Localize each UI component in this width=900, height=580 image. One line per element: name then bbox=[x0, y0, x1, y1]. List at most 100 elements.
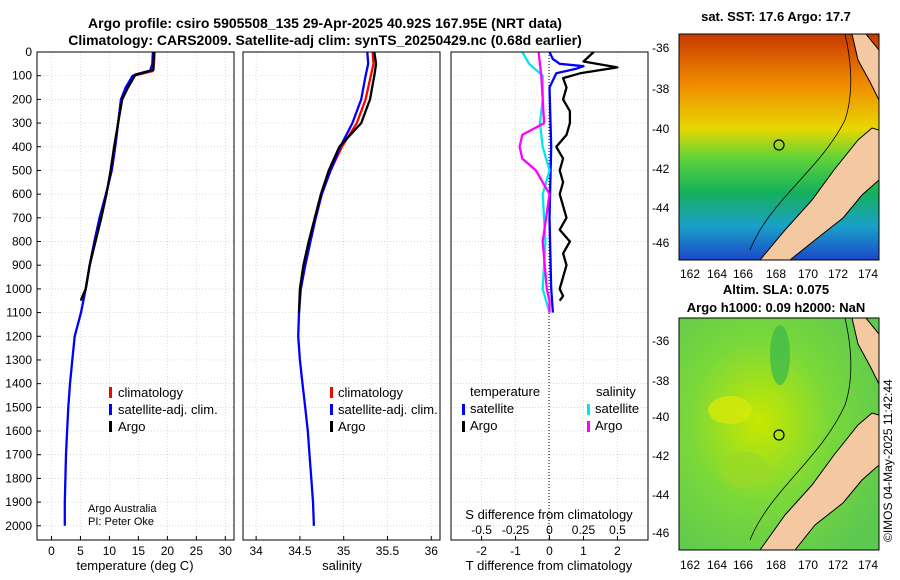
y-tick-label: 200 bbox=[12, 92, 32, 106]
lat-tick: -42 bbox=[652, 162, 670, 176]
legend-swatch-sat-sal bbox=[587, 404, 590, 415]
sst-map: -36 -38 -40 -42 -44 -46 162 164 166 168 … bbox=[652, 33, 880, 281]
lat-tick: -36 bbox=[652, 334, 670, 348]
argo-float-marker bbox=[773, 429, 785, 441]
sla-anomaly-patch bbox=[770, 325, 790, 385]
series-line-satellite-adj-clim- bbox=[297, 51, 370, 526]
legend-swatch-argo-temp bbox=[462, 421, 465, 432]
lon-tick: 172 bbox=[828, 267, 848, 281]
sla-lon-ticks: 162 164 166 168 170 172 174 bbox=[680, 558, 878, 572]
sst-field bbox=[679, 34, 879, 260]
difference-lines bbox=[518, 51, 619, 313]
difference-legend: temperature salinity satellite Argo sate… bbox=[462, 384, 639, 433]
lat-tick: -42 bbox=[652, 449, 670, 463]
legend-swatch-climatology bbox=[109, 387, 112, 398]
s-tick-label: -0.25 bbox=[502, 523, 530, 537]
y-tick-label: 700 bbox=[12, 211, 32, 225]
lat-tick: -36 bbox=[652, 41, 670, 55]
sla-map-frame bbox=[678, 317, 880, 551]
legend-swatch-argo-sal bbox=[587, 421, 590, 432]
depth-y-ticks: 0 100 200 300 400 500 600 700 800 900 1000 1100 1200… bbox=[5, 45, 41, 533]
s-tick-label: 0.5 bbox=[609, 523, 626, 537]
x-tick-label: 34 bbox=[249, 544, 263, 558]
legend-swatch-satellite-adj bbox=[330, 404, 333, 415]
sla-map-title-line1: Altim. SLA: 0.075 bbox=[722, 282, 830, 297]
legend-swatch-climatology bbox=[330, 387, 333, 398]
s-difference-ticks: -0.5 -0.25 0 0.25 0.5 bbox=[471, 523, 626, 537]
y-tick-label: 1200 bbox=[5, 329, 32, 343]
salinity-legend: climatology satellite-adj. clim. Argo bbox=[330, 385, 438, 434]
salinity-x-ticks: 34 34.5 35 35.5 36 bbox=[249, 536, 438, 558]
y-tick-label: 1800 bbox=[5, 471, 32, 485]
difference-axes: -2 -1 0 1 2 -0.5 -0.25 0 0.25 0.5 T difference f… bbox=[450, 51, 649, 573]
lat-tick: -46 bbox=[652, 526, 670, 540]
legend-swatch-argo bbox=[330, 421, 333, 432]
y-tick-label: 800 bbox=[12, 235, 32, 249]
lat-tick: -38 bbox=[652, 374, 670, 388]
x-tick-label: 0 bbox=[48, 544, 55, 558]
lat-tick: -44 bbox=[652, 201, 670, 215]
temperature-frame bbox=[36, 51, 235, 541]
legend-swatch-sat-temp bbox=[462, 404, 465, 415]
land-north-island bbox=[851, 318, 879, 385]
series-line-satellite-temperature bbox=[548, 51, 585, 313]
legend-label-sat-sal: satellite bbox=[595, 401, 639, 416]
credit-line1: Argo Australia bbox=[88, 503, 157, 515]
lon-tick: 162 bbox=[680, 267, 700, 281]
legend-label-argo-sal: Argo bbox=[595, 418, 622, 433]
y-tick-label: 600 bbox=[12, 187, 32, 201]
y-tick-label: 900 bbox=[12, 258, 32, 272]
sst-map-title: sat. SST: 17.6 Argo: 17.7 bbox=[701, 9, 851, 24]
sla-lat-ticks: -36 -38 -40 -42 -44 -46 bbox=[652, 334, 670, 540]
figure-title-line2: Climatology: CARS2009. Satellite-adj cli… bbox=[68, 32, 582, 48]
y-tick-label: 1600 bbox=[5, 424, 32, 438]
temperature-x-ticks: 0 5 10 15 20 25 30 bbox=[48, 536, 232, 558]
x-tick-label: 10 bbox=[103, 544, 117, 558]
x-tick-label: 5 bbox=[77, 544, 84, 558]
legend-label-climatology: climatology bbox=[338, 385, 404, 400]
lon-tick: 174 bbox=[858, 267, 878, 281]
legend-swatch-argo bbox=[109, 421, 112, 432]
x-tick-label: 0 bbox=[546, 544, 553, 558]
y-tick-label: 400 bbox=[12, 140, 32, 154]
series-line-argo-salinity bbox=[518, 51, 551, 313]
legend-label-argo-temp: Argo bbox=[470, 418, 497, 433]
sla-anomaly-patch bbox=[720, 452, 770, 488]
y-tick-label: 1900 bbox=[5, 495, 32, 509]
lon-tick: 168 bbox=[766, 267, 786, 281]
bathymetry-contour bbox=[749, 318, 852, 541]
temperature-lines bbox=[63, 51, 156, 526]
x-tick-label: 15 bbox=[132, 544, 146, 558]
x-tick-label: 34.5 bbox=[288, 544, 312, 558]
y-tick-label: 1500 bbox=[5, 400, 32, 414]
y-tick-label: 100 bbox=[12, 69, 32, 83]
temperature-legend: climatology satellite-adj. clim. Argo bbox=[109, 385, 218, 434]
lon-tick: 170 bbox=[798, 267, 818, 281]
sla-map: -36 -38 -40 -42 -44 -46 162 164 166 168 … bbox=[652, 317, 880, 572]
land-south-island bbox=[759, 412, 879, 550]
x-tick-label: 35 bbox=[337, 544, 351, 558]
legend-label-satellite-adj: satellite-adj. clim. bbox=[338, 402, 438, 417]
sla-map-title-line2: Argo h1000: 0.09 h2000: NaN bbox=[686, 300, 866, 315]
series-line-climatology bbox=[80, 51, 156, 299]
lon-tick: 166 bbox=[733, 267, 753, 281]
salinity-grid bbox=[243, 51, 440, 540]
y-tick-label: 300 bbox=[12, 116, 32, 130]
s-difference-xlabel: S difference from climatology bbox=[465, 507, 633, 522]
x-tick-label: 30 bbox=[219, 544, 233, 558]
temperature-grid bbox=[37, 51, 234, 540]
argo-float-marker bbox=[773, 139, 785, 151]
salinity-axes: 34 34.5 35 35.5 36 salinity climatology sate… bbox=[242, 51, 441, 573]
t-difference-xlabel: T difference from climatology bbox=[466, 558, 633, 573]
bathymetry-contour bbox=[749, 34, 852, 251]
imos-timestamp: ©IMOS 04-May-2025 11:42:44 bbox=[881, 379, 895, 542]
temperature-xlabel: temperature (deg C) bbox=[76, 558, 193, 573]
series-line-argo bbox=[79, 51, 156, 301]
s-tick-label: 0 bbox=[546, 523, 553, 537]
credit-line2: PI: Peter Oke bbox=[88, 516, 154, 528]
sst-lat-ticks: -36 -38 -40 -42 -44 -46 bbox=[652, 41, 670, 250]
t-difference-x-ticks: -2 -1 0 1 2 bbox=[476, 536, 621, 558]
lat-tick: -38 bbox=[652, 82, 670, 96]
x-tick-label: 1 bbox=[580, 544, 587, 558]
